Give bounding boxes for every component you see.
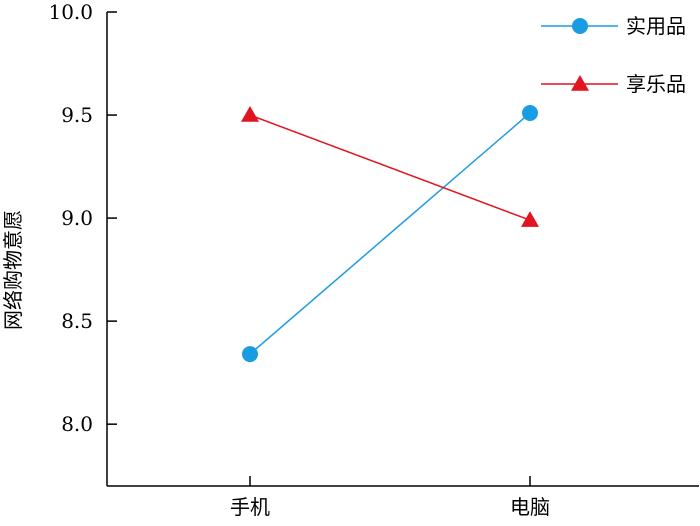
y-ticks: 8.0 8.5 9.0 9.5 10.0	[48, 0, 117, 436]
legend-marker-1	[572, 18, 588, 34]
y-tick-label: 9.0	[61, 206, 93, 230]
y-tick-label: 10.0	[48, 0, 93, 24]
data-point-1-1	[242, 346, 258, 363]
legend-label-2: 享乐品	[626, 72, 686, 96]
y-tick-label: 9.5	[61, 103, 93, 127]
data-point-1-2	[522, 104, 538, 121]
x-ticks: 手机 电脑	[230, 476, 550, 519]
y-tick-label: 8.5	[61, 309, 93, 333]
series-line-1	[249, 112, 531, 355]
y-tick-label: 8.0	[61, 412, 93, 436]
data-point-2-2	[521, 211, 539, 227]
series-line-2	[249, 114, 531, 221]
legend-label-1: 实用品	[626, 14, 686, 38]
data-point-2-1	[241, 106, 259, 122]
axes	[106, 12, 699, 487]
legend-marker-2	[571, 75, 589, 91]
series-layer	[241, 104, 539, 363]
x-tick-label: 手机	[230, 495, 270, 519]
x-tick-label: 电脑	[510, 495, 550, 519]
y-axis-label: 网络购物意愿	[1, 210, 25, 330]
